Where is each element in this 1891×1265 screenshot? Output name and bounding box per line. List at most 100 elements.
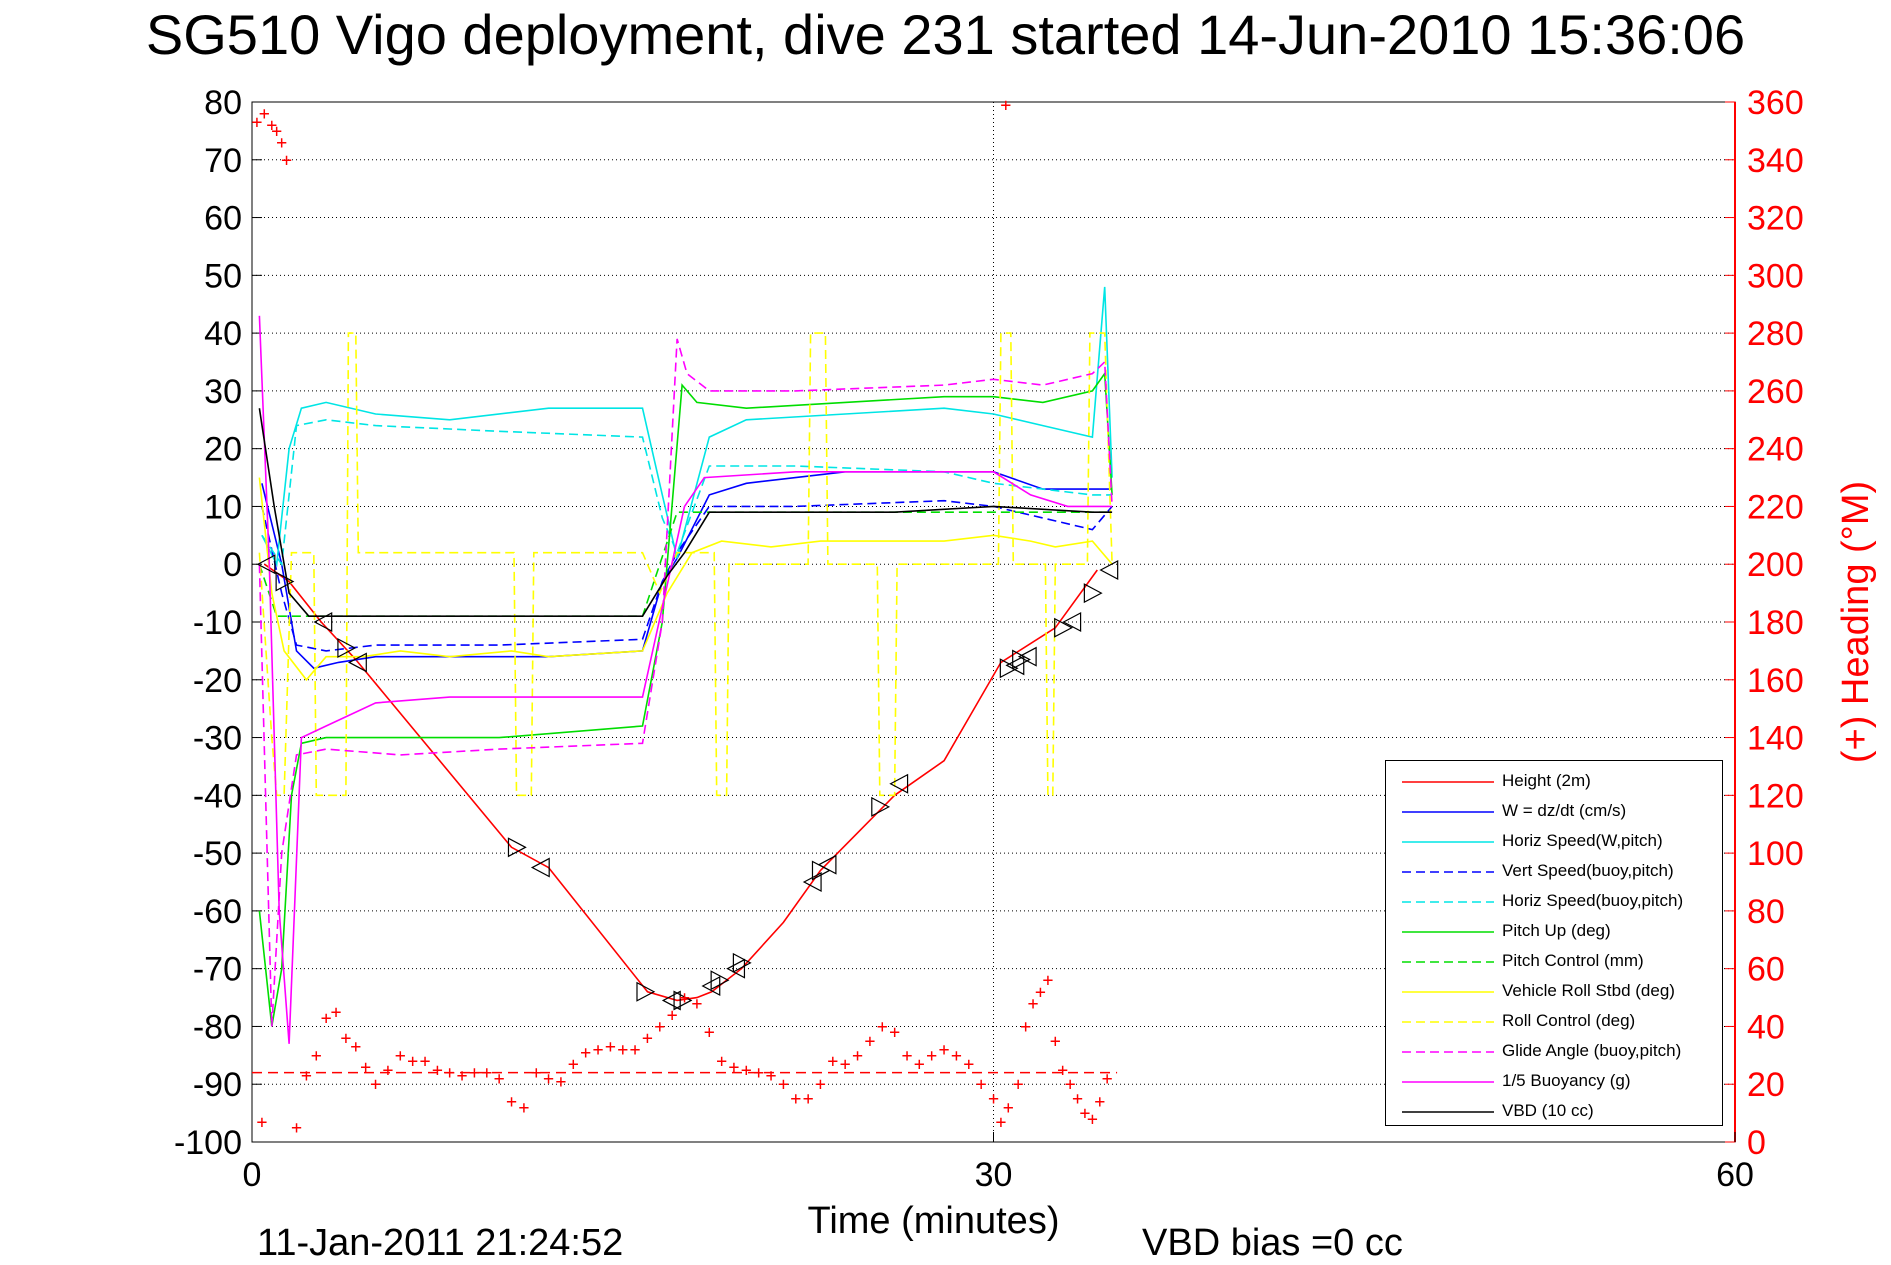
- heading-point: +: [1072, 1089, 1083, 1110]
- legend-label: Vehicle Roll Stbd (deg): [1502, 981, 1675, 1000]
- y-tick-label: -80: [193, 1008, 242, 1046]
- height-marker: [347, 652, 367, 673]
- legend-entry: W = dz/dt (cm/s): [1386, 797, 1722, 827]
- series-line-10: [258, 315, 1113, 1044]
- legend-entry: 1/5 Buoyancy (g): [1386, 1067, 1722, 1097]
- series-line-3: [261, 499, 1113, 652]
- heading-point: +: [1003, 1097, 1014, 1118]
- heading-point: +: [1102, 1068, 1113, 1089]
- heading-point: +: [291, 1118, 302, 1139]
- height-marker: [275, 571, 295, 592]
- legend-swatch: [1402, 811, 1494, 813]
- heading-point: +: [432, 1060, 443, 1081]
- legend-swatch: [1402, 781, 1494, 783]
- heading-point: +: [481, 1063, 492, 1084]
- y-tick-label: 10: [204, 488, 242, 526]
- heading-point: +: [654, 1016, 665, 1037]
- height-marker: [1099, 560, 1119, 580]
- y-right-tick-label: 340: [1747, 142, 1804, 180]
- heading-point: +: [988, 1089, 999, 1110]
- legend-entry: Horiz Speed(W,pitch): [1386, 827, 1722, 857]
- legend-label: Horiz Speed(W,pitch): [1502, 831, 1663, 850]
- x-tick-label: 60: [1716, 1156, 1754, 1194]
- heading-point: +: [889, 1022, 900, 1043]
- heading-point: +: [266, 115, 277, 136]
- height-marker: [636, 981, 656, 1002]
- y-tick-label: 60: [204, 200, 242, 238]
- y-right-tick-label: 280: [1747, 315, 1804, 353]
- height-marker: [889, 773, 909, 794]
- heading-point: +: [383, 1060, 394, 1081]
- x-tick-label: 30: [975, 1156, 1013, 1194]
- legend-label: Pitch Up (deg): [1502, 921, 1611, 940]
- y-tick-label: -20: [193, 662, 242, 700]
- legend-swatch: [1402, 841, 1494, 843]
- heading-point: +: [914, 1054, 925, 1075]
- heading-point: +: [281, 150, 292, 171]
- heading-point: +: [543, 1068, 554, 1089]
- y-tick-label: -60: [193, 893, 242, 931]
- heading-point: +: [976, 1074, 987, 1095]
- heading-point: +: [840, 1054, 851, 1075]
- series-line-5: [258, 371, 1113, 1027]
- heading-point: +: [370, 1074, 381, 1095]
- vbd-bias-label: VBD bias =0 cc: [1142, 1222, 1403, 1264]
- heading-point: +: [741, 1060, 752, 1081]
- heading-point: +: [716, 1051, 727, 1072]
- heading-point: +: [494, 1068, 505, 1089]
- y-tick-label: -70: [193, 951, 242, 989]
- legend-swatch: [1402, 991, 1494, 993]
- heading-point: +: [951, 1045, 962, 1066]
- heading-point: +: [852, 1045, 863, 1066]
- series-line-9: [258, 338, 1113, 1027]
- height-marker: [313, 612, 333, 632]
- y-right-tick-label: 40: [1747, 1008, 1785, 1046]
- heading-point: +: [704, 1022, 715, 1043]
- heading-point: +: [593, 1040, 604, 1061]
- legend-label: Glide Angle (buoy,pitch): [1502, 1041, 1682, 1060]
- y-right-tick-label: 80: [1747, 893, 1785, 931]
- y-tick-label: 0: [223, 546, 242, 584]
- y-right-tick-label: 200: [1747, 546, 1804, 584]
- x-axis-label: Time (minutes): [808, 1200, 1060, 1242]
- height-marker: [661, 990, 681, 1011]
- y-tick-label: -40: [193, 777, 242, 815]
- legend-entry: Horiz Speed(buoy,pitch): [1386, 887, 1722, 917]
- heading-point: +: [1065, 1074, 1076, 1095]
- series-line-7: [258, 477, 1113, 682]
- legend-swatch: [1402, 871, 1494, 873]
- legend: Height (2m) W = dz/dt (cm/s) Horiz Speed(W…: [1385, 760, 1723, 1126]
- heading-point: +: [1000, 95, 1011, 116]
- height-marker: [530, 857, 550, 878]
- heading-point: +: [1087, 1109, 1098, 1130]
- legend-label: Horiz Speed(buoy,pitch): [1502, 891, 1684, 910]
- heading-point: +: [531, 1063, 542, 1084]
- legend-entry: Roll Control (deg): [1386, 1007, 1722, 1037]
- heading-point: +: [729, 1057, 740, 1078]
- y-tick-label: 70: [204, 142, 242, 180]
- y-tick-label: -90: [193, 1066, 242, 1104]
- heading-point: +: [256, 1112, 267, 1133]
- y-right-tick-label: 60: [1747, 951, 1785, 989]
- legend-label: Height (2m): [1502, 771, 1591, 790]
- height-marker: [256, 554, 276, 575]
- y-right-tick-label: 100: [1747, 835, 1804, 873]
- heading-point: +: [766, 1066, 777, 1087]
- heading-point: +: [518, 1097, 529, 1118]
- heading-point: +: [939, 1040, 950, 1061]
- heading-point: +: [753, 1063, 764, 1084]
- heading-point: +: [1020, 1016, 1031, 1037]
- height-marker: [710, 970, 730, 991]
- heading-point: +: [963, 1054, 974, 1075]
- legend-swatch: [1402, 1051, 1494, 1053]
- y-tick-label: 80: [204, 84, 242, 122]
- heading-point: +: [926, 1045, 937, 1066]
- legend-label: Roll Control (deg): [1502, 1011, 1636, 1030]
- y-tick-label: -30: [193, 720, 242, 758]
- height-marker: [726, 958, 746, 979]
- legend-swatch: [1402, 1021, 1494, 1023]
- y-right-tick-label: 360: [1747, 84, 1804, 122]
- series-line-11: [258, 408, 1113, 618]
- height-marker: [732, 952, 752, 973]
- legend-entry: Vehicle Roll Stbd (deg): [1386, 977, 1722, 1007]
